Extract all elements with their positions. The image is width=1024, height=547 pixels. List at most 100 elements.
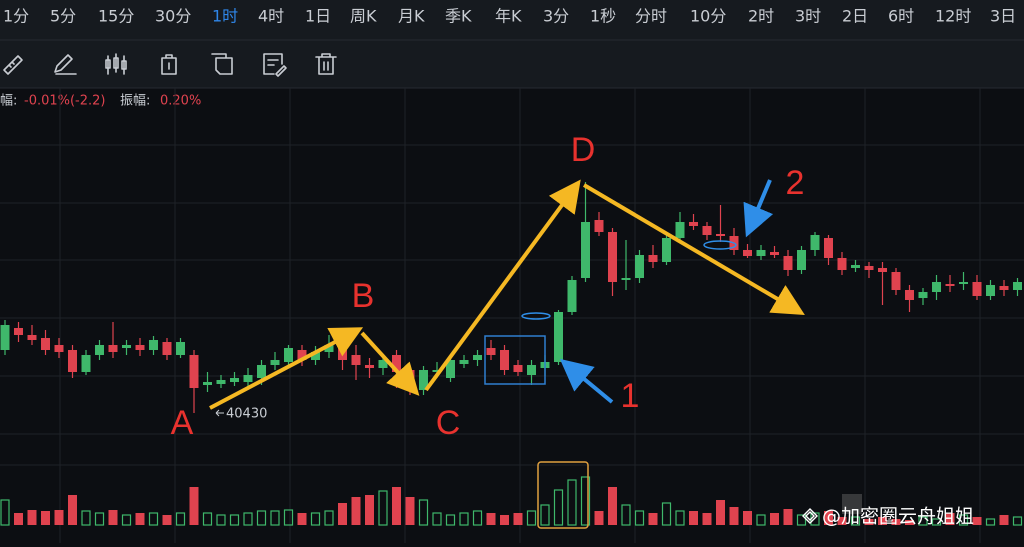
- candle-body: [554, 312, 563, 362]
- volume-bar: [945, 513, 955, 525]
- volume-bar: [68, 495, 77, 525]
- candle-body: [365, 365, 374, 368]
- pointer-arrow: [559, 358, 614, 404]
- interval-tab[interactable]: 1时: [212, 7, 238, 26]
- candle-body: [959, 282, 968, 284]
- candle-body: [810, 235, 820, 250]
- volume-bar: [283, 509, 294, 526]
- volume-bar: [1012, 516, 1023, 526]
- wave-arrow: [424, 179, 581, 392]
- interval-tab[interactable]: 分时: [635, 7, 667, 26]
- pointer-arrow: [743, 179, 774, 238]
- drawing-tools: [3, 53, 337, 77]
- interval-tab[interactable]: 2时: [748, 7, 774, 26]
- interval-tab[interactable]: 年K: [495, 7, 522, 26]
- layer-icon[interactable]: [211, 53, 233, 75]
- candle-body: [608, 232, 617, 282]
- volume-bar: [621, 504, 631, 526]
- volume-bar: [770, 513, 779, 525]
- volume-bar: [54, 510, 64, 525]
- candle-body: [662, 238, 671, 262]
- interval-tab[interactable]: 月K: [398, 7, 425, 26]
- volume-bar: [931, 518, 942, 526]
- candle-body: [432, 370, 442, 372]
- volume-bar: [513, 513, 523, 525]
- candle-body: [581, 222, 590, 278]
- interval-tab[interactable]: 6时: [888, 7, 914, 26]
- volume-bar: [14, 513, 23, 525]
- amplitude-label: 振幅:: [120, 94, 150, 109]
- volume-bar: [41, 511, 50, 525]
- interval-tab[interactable]: 12时: [935, 7, 971, 26]
- volume-bar: [270, 510, 280, 526]
- delete-icon[interactable]: [315, 53, 337, 75]
- candle-body: [702, 226, 712, 235]
- volume-bar: [324, 510, 334, 526]
- volume-bar: [0, 499, 10, 526]
- candle-body: [243, 375, 253, 382]
- volume-bar: [338, 503, 347, 525]
- volume-bar: [850, 516, 861, 526]
- highlight-ellipse: [703, 240, 737, 250]
- volume-bar: [675, 510, 685, 526]
- volume-bar: [81, 510, 91, 526]
- interval-tab[interactable]: 1秒: [590, 7, 616, 26]
- edit-icon[interactable]: [263, 53, 287, 77]
- candle-body: [446, 360, 455, 378]
- candle-body: [783, 256, 793, 270]
- candle-body: [932, 282, 941, 292]
- candle-body: [675, 222, 685, 238]
- interval-tabs: 1分 5分 15分 30分 1时 4时 1日 周K 月K 季K 年K 3分 1秒 分时 10分 2时 3时 2日 6…: [3, 7, 1016, 26]
- volume-bar: [648, 513, 658, 525]
- interval-tab[interactable]: 3时: [795, 7, 821, 26]
- volume-bar: [878, 517, 887, 525]
- interval-tab[interactable]: 1分: [3, 7, 29, 26]
- candle-body: [189, 355, 199, 388]
- volume-bar: [216, 514, 226, 526]
- candle-body: [54, 345, 64, 352]
- candle-body: [864, 266, 874, 270]
- point-label: D: [571, 131, 596, 169]
- volume-bar: [243, 512, 253, 526]
- volume-bar: [594, 511, 604, 525]
- pen-icon[interactable]: [54, 54, 77, 75]
- interval-tab[interactable]: 季K: [445, 7, 472, 26]
- volume-bar: [27, 510, 37, 525]
- candle-body: [149, 340, 158, 350]
- candle-body: [878, 268, 887, 272]
- interval-tab[interactable]: 10分: [690, 7, 726, 26]
- candle-body: [27, 335, 37, 340]
- candle-body: [513, 365, 523, 372]
- interval-tab[interactable]: 5分: [50, 7, 76, 26]
- volume-bar: [756, 514, 766, 526]
- volume-bar: [175, 512, 186, 526]
- candle-icon[interactable]: [105, 53, 127, 75]
- volume-bar: [405, 497, 415, 525]
- volume-bar: [553, 489, 564, 526]
- volume-bar: [526, 510, 537, 526]
- interval-tab[interactable]: 4时: [258, 7, 284, 26]
- ruler-icon[interactable]: [3, 55, 23, 75]
- candle-body: [797, 250, 806, 270]
- candle-body: [918, 292, 928, 298]
- interval-tab[interactable]: 3分: [543, 7, 569, 26]
- interval-tab[interactable]: 2日: [842, 7, 868, 26]
- interval-tab[interactable]: 1日: [305, 7, 331, 26]
- low-price-label: 40430: [226, 407, 267, 422]
- volume-bar: [310, 512, 321, 526]
- grid: [0, 88, 1024, 543]
- interval-tab[interactable]: 3日: [990, 7, 1016, 26]
- volume-bar: [540, 504, 550, 526]
- watermark-bg: [842, 494, 862, 514]
- volume-bar: [837, 517, 847, 525]
- candle-body: [756, 250, 766, 256]
- copy-icon[interactable]: [161, 54, 177, 75]
- candle-body: [648, 255, 658, 262]
- candle-body: [284, 348, 293, 362]
- watermark-text: @加密圈云舟姐姐: [822, 506, 974, 528]
- volume-bar: [256, 510, 267, 526]
- interval-tab[interactable]: 15分: [98, 7, 134, 26]
- interval-tab[interactable]: 周K: [350, 7, 377, 26]
- interval-tab[interactable]: 30分: [155, 7, 191, 26]
